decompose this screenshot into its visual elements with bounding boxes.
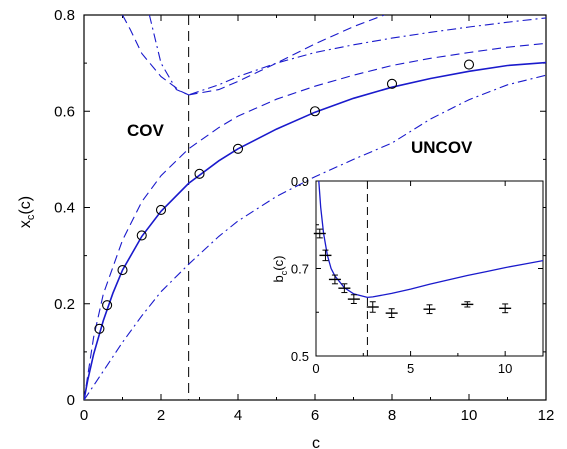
main-y-tick-label: 0.4 <box>54 200 75 217</box>
main-x-tick-label: 6 <box>311 407 319 424</box>
inset-x-tick-label: 10 <box>498 361 512 376</box>
inset-error-point <box>319 249 332 262</box>
main-x-tick-label: 12 <box>538 407 555 424</box>
main-axes: 0 2 4 6 8 10 12 0 0.2 0.4 0.6 0.8 <box>54 7 554 424</box>
main-x-axis-label: c <box>312 435 320 449</box>
main-series-line-5 <box>188 15 385 96</box>
inset-error-point <box>385 308 398 318</box>
inset-y-axis-label: bc(c) <box>271 256 289 283</box>
inset-y-label-main: b <box>271 275 286 282</box>
inset-error-point <box>328 274 341 285</box>
inset-y-tick-label: 0.9 <box>291 174 309 189</box>
main-data-marker <box>463 59 475 70</box>
main-x-tick-label: 0 <box>80 407 88 424</box>
main-data-marker <box>386 78 398 89</box>
main-data-marker <box>102 300 113 311</box>
main-data-marker <box>136 230 147 241</box>
inset-errorbars-group <box>313 228 512 318</box>
inset-error-point <box>423 304 436 315</box>
cov-label: COV <box>127 121 165 140</box>
main-x-tick-label: 2 <box>157 407 165 424</box>
main-series-group <box>84 15 546 400</box>
main-y-tick-label: 0.8 <box>54 7 75 24</box>
main-y-label-tail: (c) <box>17 196 34 215</box>
main-series-line-2 <box>84 42 546 400</box>
inset-error-point <box>338 283 351 294</box>
main-x-tick-label: 8 <box>388 407 396 424</box>
main-x-tick-label: 4 <box>234 407 242 424</box>
main-y-axis-label: xc(c) <box>17 196 37 228</box>
main-data-marker <box>94 323 105 334</box>
main-series-line-3 <box>84 74 546 400</box>
main-data-marker <box>194 168 205 179</box>
main-series-line-1 <box>84 61 546 400</box>
inset-x-tick-label: 0 <box>312 361 319 376</box>
inset-error-point <box>313 228 326 239</box>
main-y-label-main: x <box>17 220 34 228</box>
inset-error-point <box>366 301 379 313</box>
main-data-marker <box>155 204 167 215</box>
main-data-marker <box>309 106 321 117</box>
inset-y-tick-label: 0.7 <box>291 262 309 277</box>
main-y-tick-label: 0.2 <box>54 296 75 313</box>
main-y-label-sub: c <box>25 214 37 220</box>
inset-background <box>316 180 543 357</box>
uncov-label: UNCOV <box>411 138 473 157</box>
inset-error-point <box>499 303 512 314</box>
main-y-tick-label: 0.6 <box>54 103 75 120</box>
inset-y-tick-label: 0.5 <box>291 349 309 364</box>
main-series-line-6 <box>148 15 546 96</box>
inset-axes: 0 5 10 0.5 0.7 0.9 <box>291 174 544 376</box>
main-markers-group <box>94 59 475 334</box>
inset-y-label-sub: c <box>279 270 289 275</box>
main-data-marker <box>232 143 244 154</box>
inset-y-label-tail: (c) <box>271 256 286 271</box>
inset-error-point <box>347 294 360 304</box>
main-data-marker <box>117 265 128 276</box>
inset-error-point <box>461 301 474 308</box>
main-y-tick-label: 0 <box>67 392 75 409</box>
main-series-line-4 <box>122 15 189 96</box>
inset-x-tick-label: 5 <box>407 361 414 376</box>
main-x-tick-label: 10 <box>461 407 478 424</box>
